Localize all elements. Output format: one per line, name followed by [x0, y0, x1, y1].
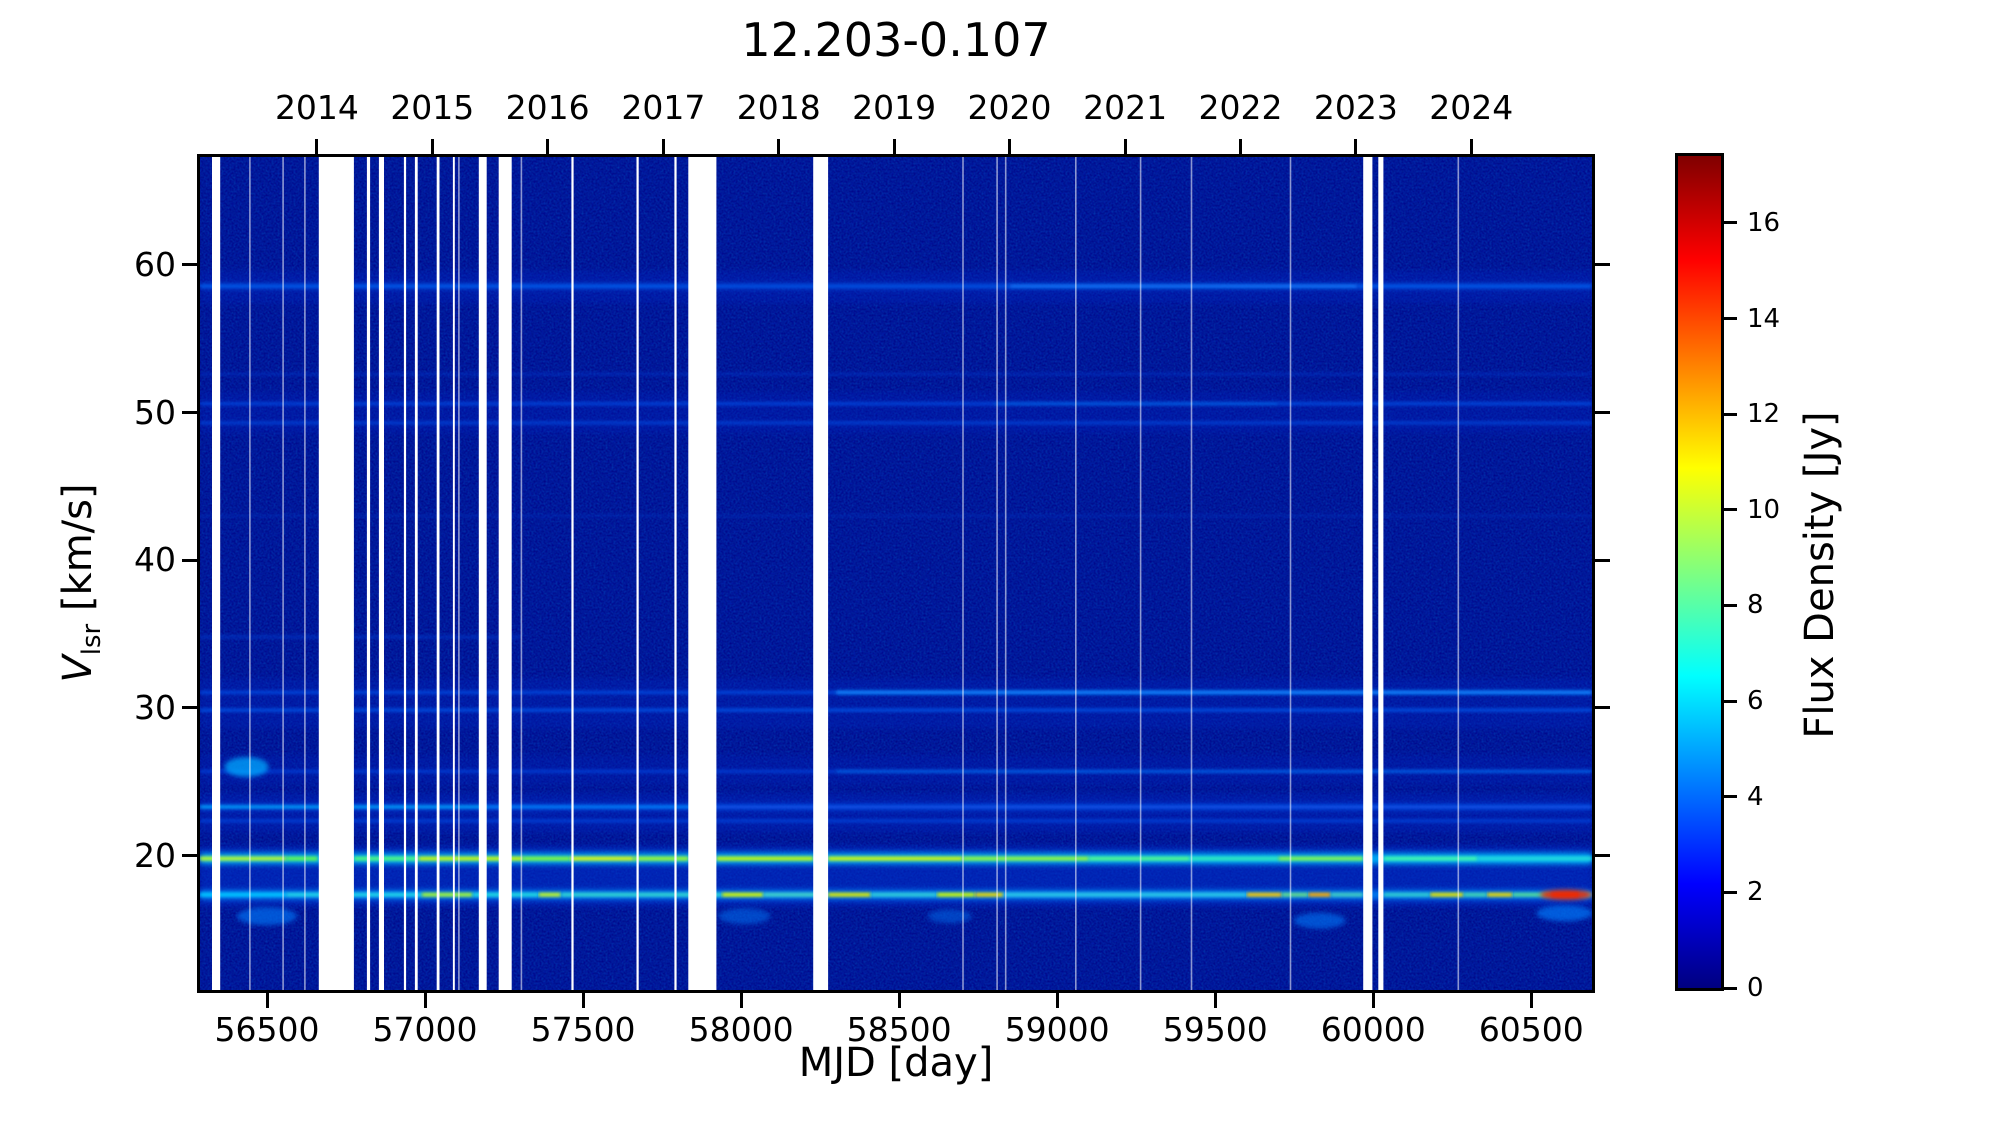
year-tick-label: 2017: [621, 88, 706, 127]
y-axis-label-symbol: V: [55, 655, 101, 683]
colorbar-tick: [1724, 221, 1737, 225]
x-tick-label: 56500: [214, 1010, 320, 1049]
year-tick-label: 2024: [1429, 88, 1514, 127]
year-tick-label: 2019: [852, 88, 937, 127]
y-tick-left: [182, 411, 197, 414]
colorbar-tick: [1724, 412, 1737, 416]
y-tick-left: [182, 706, 197, 710]
colorbar-tick-label: 14: [1747, 303, 1781, 334]
year-tick-label: 2014: [274, 88, 359, 127]
colorbar-tick-label: 12: [1747, 399, 1781, 430]
year-tick: [661, 139, 665, 154]
y-tick-left: [182, 263, 197, 267]
colorbar-tick: [1724, 986, 1737, 990]
year-tick-label: 2022: [1198, 88, 1283, 127]
colorbar-tick: [1724, 795, 1737, 799]
x-tick: [265, 993, 269, 1008]
y-tick-right: [1595, 706, 1610, 710]
year-tick: [546, 139, 550, 154]
y-tick-left: [182, 558, 197, 562]
colorbar-tick: [1724, 699, 1737, 703]
year-tick-label: 2021: [1083, 88, 1168, 127]
colorbar-tick-label: 16: [1747, 207, 1781, 238]
y-tick-label: 50: [134, 392, 176, 432]
year-tick: [1007, 139, 1011, 154]
colorbar-tick-label: 10: [1747, 494, 1781, 525]
colorbar-tick-label: 4: [1747, 781, 1764, 812]
colorbar-tick: [1724, 603, 1737, 607]
year-tick: [1354, 139, 1358, 154]
year-tick-label: 2016: [505, 88, 590, 127]
y-tick-label: 20: [134, 835, 176, 875]
y-tick-right: [1595, 854, 1610, 858]
x-tick: [1529, 993, 1533, 1008]
year-tick: [1239, 139, 1243, 154]
year-tick: [892, 139, 896, 154]
chart-title: 12.203-0.107: [741, 13, 1051, 67]
y-tick-label: 30: [134, 687, 176, 727]
x-tick: [423, 993, 427, 1008]
year-tick-label: 2020: [967, 88, 1052, 127]
year-tick: [315, 139, 319, 154]
heatmap-plot-area: [197, 154, 1595, 993]
x-tick: [1371, 993, 1375, 1008]
colorbar-tick-label: 2: [1747, 877, 1764, 908]
colorbar-tick-label: 0: [1747, 973, 1764, 1003]
year-tick: [1469, 139, 1473, 154]
colorbar-tick: [1724, 508, 1737, 512]
y-tick-right: [1595, 263, 1610, 267]
year-tick-label: 2023: [1313, 88, 1398, 127]
x-tick-label: 60500: [1478, 1010, 1584, 1049]
x-tick: [897, 993, 901, 1008]
x-tick: [1213, 993, 1217, 1008]
y-tick-label: 40: [134, 540, 176, 580]
y-axis-label-subscript: lsr: [77, 623, 107, 656]
colorbar-tick-label: 6: [1747, 686, 1764, 717]
colorbar: [1675, 153, 1724, 991]
x-axis-label: MJD [day]: [798, 1040, 994, 1086]
colorbar-tick-label: 8: [1747, 590, 1764, 621]
y-tick-right: [1595, 558, 1610, 562]
x-tick: [739, 993, 743, 1008]
y-tick-label: 60: [134, 244, 176, 284]
dynamic-spectrum-image: [200, 157, 1592, 990]
year-tick-label: 2015: [390, 88, 475, 127]
y-tick-right: [1595, 411, 1610, 414]
year-tick: [430, 139, 434, 154]
x-tick: [1055, 993, 1059, 1008]
x-tick-label: 57500: [530, 1010, 636, 1049]
x-tick-label: 59000: [1004, 1010, 1110, 1049]
year-tick-label: 2018: [736, 88, 821, 127]
x-tick-label: 57000: [372, 1010, 478, 1049]
year-tick: [1123, 139, 1127, 154]
year-tick: [777, 139, 781, 154]
x-tick: [581, 993, 585, 1008]
y-tick-left: [182, 854, 197, 858]
colorbar-tick: [1724, 890, 1737, 894]
x-tick-label: 60000: [1320, 1010, 1426, 1049]
x-tick-label: 59500: [1162, 1010, 1268, 1049]
x-tick-label: 58500: [846, 1010, 952, 1049]
colorbar-tick: [1724, 317, 1737, 321]
x-tick-label: 58000: [688, 1010, 794, 1049]
